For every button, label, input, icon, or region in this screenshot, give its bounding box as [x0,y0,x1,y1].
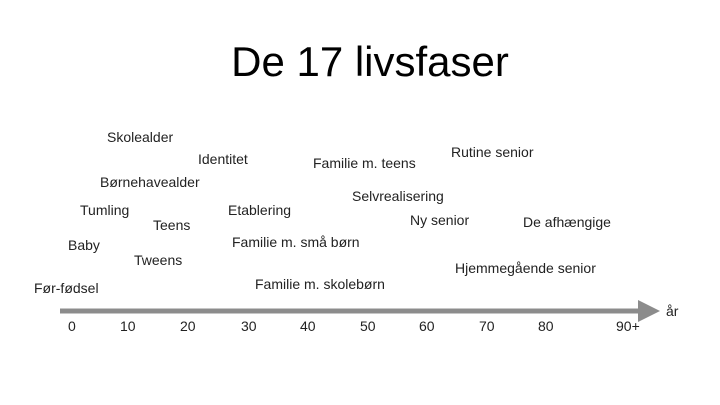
phase-familie-m-skoleboern: Familie m. skolebørn [255,276,385,292]
phase-tumling: Tumling [80,202,130,218]
phase-ny-senior: Ny senior [410,212,470,228]
tick-label: 60 [419,318,435,334]
phase-boernehavealder: Børnehavealder [100,174,200,190]
phase-teens: Teens [153,217,191,233]
phase-identitet: Identitet [198,151,248,167]
tick-label: 50 [360,318,376,334]
tick-label: 30 [241,318,257,334]
tick-label: 20 [180,318,196,334]
tick-label: 10 [120,318,136,334]
tick-label: 80 [538,318,554,334]
tick-label: 40 [300,318,316,334]
phase-selvrealisering: Selvrealisering [352,188,444,204]
tick-label: 90+ [616,318,640,334]
phase-hjemmegaaende-senior: Hjemmegående senior [455,260,596,276]
phase-tweens: Tweens [134,252,183,268]
phase-baby: Baby [68,237,100,253]
phase-familie-m-teens: Familie m. teens [313,155,416,171]
phase-skolealder: Skolealder [107,129,174,145]
phase-etablering: Etablering [228,202,292,218]
tick-label: 0 [68,318,76,334]
slide-title: De 17 livsfaser [231,38,509,85]
timeline-arrowhead [638,300,660,322]
phase-rutine-senior: Rutine senior [451,144,534,160]
phase-de-afhaengige: De afhængige [523,214,611,230]
phase-familie-m-smaa-boern: Familie m. små børn [232,234,360,250]
tick-label: 70 [479,318,495,334]
phase-foer-foedsel: Før-fødsel [34,280,99,296]
axis-unit-label: år [666,303,679,319]
